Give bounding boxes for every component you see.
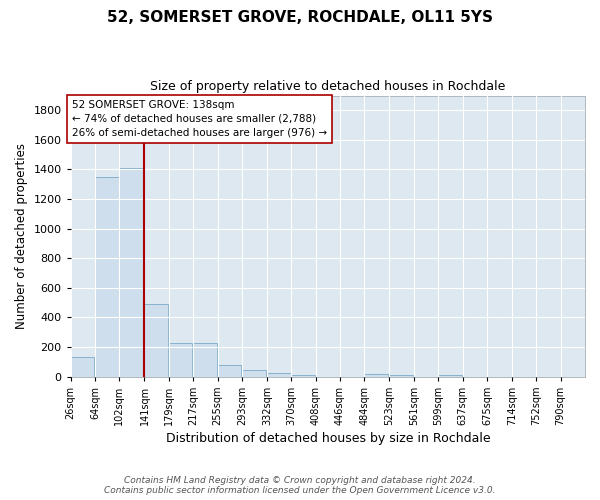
Bar xyxy=(95,177,119,376)
Bar xyxy=(389,375,413,376)
Bar xyxy=(218,366,241,376)
Bar xyxy=(145,304,168,376)
Bar xyxy=(169,344,193,376)
Text: 52, SOMERSET GROVE, ROCHDALE, OL11 5YS: 52, SOMERSET GROVE, ROCHDALE, OL11 5YS xyxy=(107,10,493,25)
Bar xyxy=(438,375,462,376)
Title: Size of property relative to detached houses in Rochdale: Size of property relative to detached ho… xyxy=(150,80,506,93)
Bar xyxy=(292,375,315,376)
Bar xyxy=(193,342,217,376)
Bar xyxy=(242,370,266,376)
Text: Contains HM Land Registry data © Crown copyright and database right 2024.
Contai: Contains HM Land Registry data © Crown c… xyxy=(104,476,496,495)
X-axis label: Distribution of detached houses by size in Rochdale: Distribution of detached houses by size … xyxy=(166,432,490,445)
Bar xyxy=(119,168,143,376)
Bar xyxy=(364,374,388,376)
Y-axis label: Number of detached properties: Number of detached properties xyxy=(15,143,28,329)
Bar xyxy=(71,358,94,376)
Bar xyxy=(267,373,290,376)
Text: 52 SOMERSET GROVE: 138sqm
← 74% of detached houses are smaller (2,788)
26% of se: 52 SOMERSET GROVE: 138sqm ← 74% of detac… xyxy=(72,100,327,138)
